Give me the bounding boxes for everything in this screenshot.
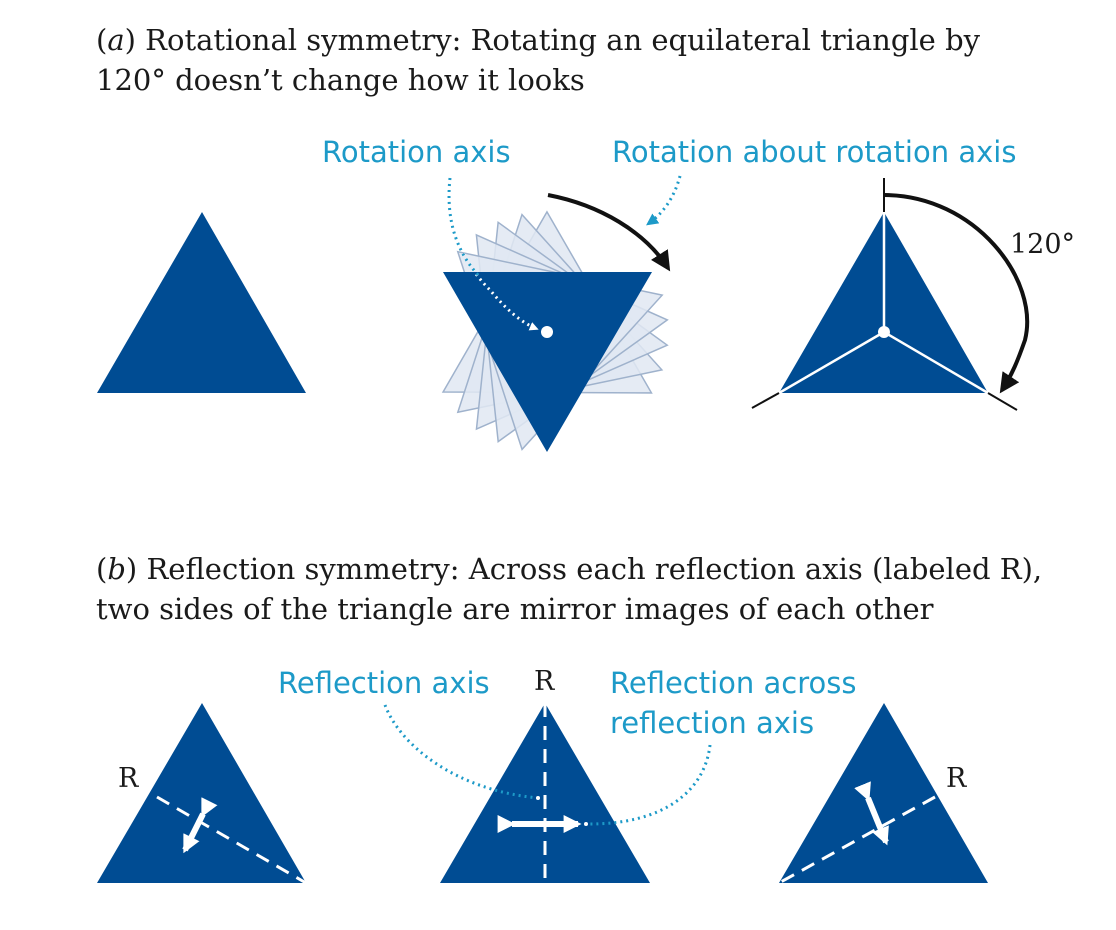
caption-a-text: Rotational symmetry: Rotating an equilat… xyxy=(96,23,981,97)
label-rotation-axis: Rotation axis xyxy=(322,135,511,169)
label-angle: 120° xyxy=(1010,229,1075,260)
rotation-center-dot xyxy=(878,326,890,338)
reflection-arrow-left xyxy=(182,797,218,854)
caption-a: (a) Rotational symmetry: Rotating an equ… xyxy=(96,23,981,97)
rotation-axes-lines xyxy=(778,212,989,395)
reflection-axis-pointer xyxy=(383,704,539,800)
caption-b-text: Reflection symmetry: Across each reflect… xyxy=(96,552,1043,626)
reflection-pointer-tips xyxy=(536,796,588,826)
rotation-about-pointer xyxy=(646,175,682,226)
reflection-arrow-right xyxy=(854,781,889,846)
axis-label-center: R xyxy=(534,666,555,697)
reflection-axis-left xyxy=(156,795,307,885)
triangle-b-center xyxy=(440,703,650,883)
axis-label-right: R xyxy=(946,763,967,794)
axis-label-left: R xyxy=(118,763,139,794)
rotation-axis-dot xyxy=(541,326,553,338)
label-reflection-across-line1: Reflection across xyxy=(610,666,856,700)
angle-arrow xyxy=(883,193,1030,394)
triangle-a-rotating xyxy=(443,272,652,452)
reflection-axis-right xyxy=(778,795,936,885)
caption-b-letter: b xyxy=(107,552,126,586)
rotation-arrow xyxy=(547,193,671,272)
label-reflection-axis: Reflection axis xyxy=(278,666,490,700)
label-reflection-across-line2: reflection axis xyxy=(610,706,814,740)
caption-a-letter: a xyxy=(107,23,125,57)
rotation-axis-pointer xyxy=(447,177,539,331)
triangle-a-left xyxy=(97,212,306,393)
triangle-b-left xyxy=(97,703,306,883)
label-rotation-about: Rotation about rotation axis xyxy=(612,135,1016,169)
caption-b: (b) Reflection symmetry: Across each ref… xyxy=(96,552,1043,626)
